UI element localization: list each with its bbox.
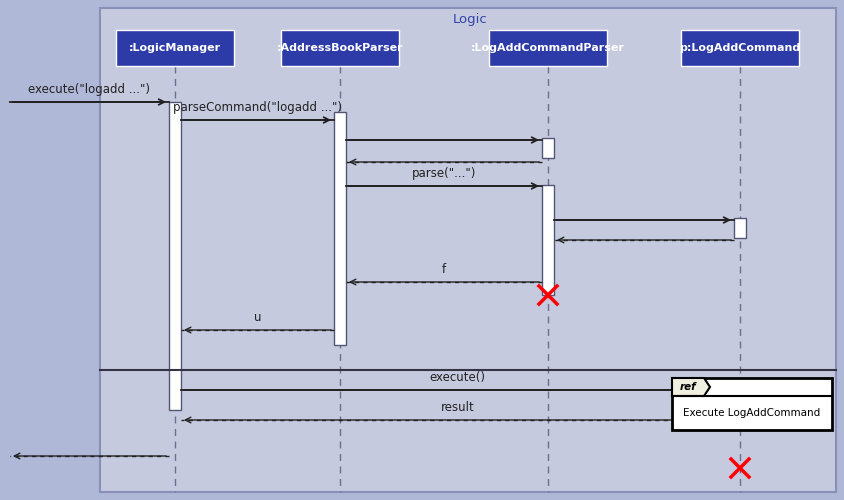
Text: parseCommand("logadd ..."): parseCommand("logadd ...") (173, 101, 342, 114)
Text: :AddressBookParser: :AddressBookParser (277, 43, 403, 53)
Text: p:LogAddCommand: p:LogAddCommand (679, 43, 801, 53)
Text: :LogAddCommandParser: :LogAddCommandParser (471, 43, 625, 53)
Text: :LogicManager: :LogicManager (129, 43, 221, 53)
Bar (542, 185, 554, 295)
Polygon shape (672, 378, 710, 396)
Text: parse("..."): parse("...") (412, 167, 476, 180)
Text: Logic: Logic (452, 14, 487, 26)
Bar (489, 30, 607, 66)
Bar (681, 30, 799, 66)
Bar (100, 8, 836, 492)
Bar (281, 30, 399, 66)
Bar (542, 138, 554, 158)
Bar (169, 102, 181, 410)
Text: execute("logadd ..."): execute("logadd ...") (29, 83, 150, 96)
Text: execute(): execute() (430, 371, 485, 384)
Text: Execute LogAddCommand: Execute LogAddCommand (684, 408, 820, 418)
Bar (734, 218, 746, 238)
Text: f: f (442, 263, 446, 276)
Bar (734, 388, 746, 418)
Text: u: u (254, 311, 262, 324)
Text: ref: ref (679, 382, 696, 392)
Bar (334, 112, 346, 345)
Bar (116, 30, 234, 66)
Bar (672, 378, 832, 430)
Text: result: result (441, 401, 474, 414)
